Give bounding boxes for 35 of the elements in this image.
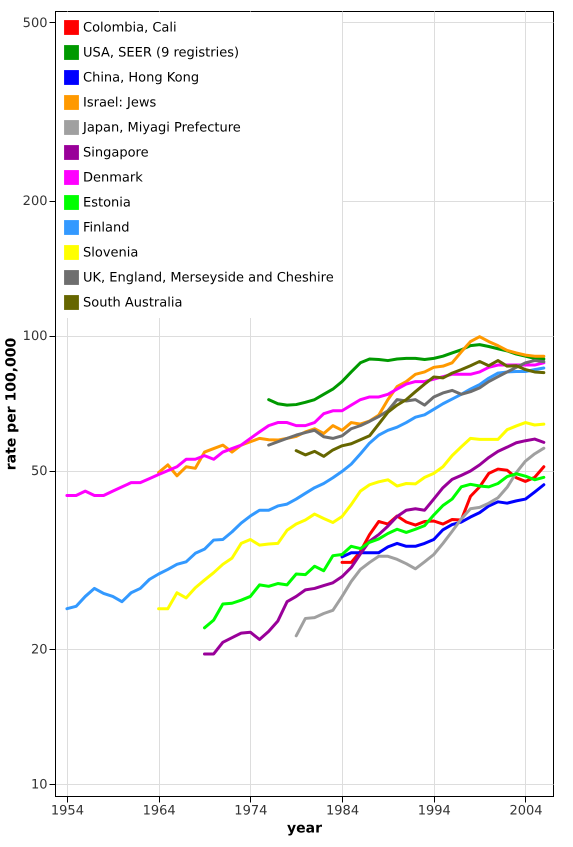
legend-label: Colombia, Cali xyxy=(83,20,177,36)
legend-label: China, Hong Kong xyxy=(83,70,200,86)
line-series xyxy=(294,359,546,458)
legend-label: Estonia xyxy=(83,196,131,210)
y-tick-label: 200 xyxy=(22,194,48,210)
x-tick-label: 1994 xyxy=(418,804,451,818)
line-series xyxy=(340,483,546,558)
x-tick-label: 2004 xyxy=(509,804,543,818)
legend-label: Singapore xyxy=(83,146,149,160)
legend-label: South Australia xyxy=(83,296,182,310)
x-tick-label: 1954 xyxy=(50,804,84,818)
line-series xyxy=(202,472,546,630)
y-tick-label: 10 xyxy=(30,777,48,792)
line-series xyxy=(157,421,546,610)
legend-label: Finland xyxy=(83,220,130,236)
line-series xyxy=(65,366,546,610)
y-tick-label: 20 xyxy=(30,642,48,658)
legend-label: UK, England, Merseyside and Cheshire xyxy=(83,270,334,286)
legend-label: Denmark xyxy=(83,170,144,186)
y-axis-title: rate per 100,000 xyxy=(4,338,20,470)
line-series xyxy=(65,361,546,498)
y-tick-label: 50 xyxy=(30,464,48,480)
x-tick-label: 1974 xyxy=(234,804,268,818)
legend-label: USA, SEER (9 registries) xyxy=(83,46,240,60)
x-tick-label: 1964 xyxy=(142,804,176,818)
legend-label: Israel: Jews xyxy=(83,96,157,110)
legend-label: Slovenia xyxy=(83,246,138,260)
y-tick-label: 500 xyxy=(22,16,48,31)
legend-label: Japan, Miyagi Prefecture xyxy=(82,120,241,136)
line-series xyxy=(294,446,546,638)
line-series xyxy=(202,438,546,656)
x-axis-title: year xyxy=(287,820,322,836)
x-tick-label: 1984 xyxy=(326,804,360,818)
y-tick-label: 100 xyxy=(22,329,48,344)
line-series xyxy=(267,359,546,447)
